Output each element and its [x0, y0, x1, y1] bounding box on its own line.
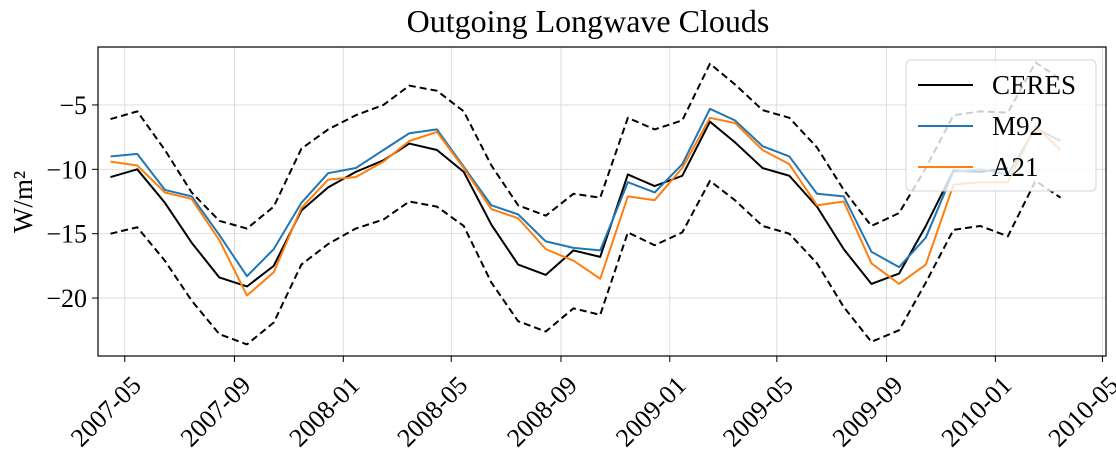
series-line-a21 — [110, 116, 1062, 297]
y-tick-label: −15 — [46, 220, 87, 249]
x-tick-label: 2010-01 — [936, 371, 1018, 453]
legend-label-m92: M92 — [992, 111, 1043, 141]
x-tick-label: 2009-01 — [610, 371, 692, 453]
legend-box — [905, 59, 1097, 192]
chart-title: Outgoing Longwave Clouds — [407, 3, 770, 39]
series-lines — [110, 61, 1062, 346]
x-tick-label: 2007-09 — [175, 371, 257, 453]
legend: CERES M92 A21 — [905, 59, 1097, 192]
upper-bound-line — [110, 61, 1062, 230]
x-tick-label: 2009-05 — [717, 371, 799, 453]
x-tick-label: 2008-09 — [501, 371, 583, 453]
y-tick-label: −10 — [46, 155, 87, 184]
legend-label-ceres: CERES — [992, 70, 1076, 100]
grid-lines — [98, 47, 1106, 356]
y-tick-label: −5 — [59, 91, 87, 120]
x-tick-label: 2008-01 — [284, 371, 366, 453]
y-axis-label: W/m² — [8, 171, 38, 233]
x-tick-label: 2007-05 — [65, 371, 147, 453]
plot-frame — [97, 46, 1107, 357]
x-tick-label: 2009-09 — [827, 371, 909, 453]
legend-label-a21: A21 — [992, 152, 1039, 182]
series-line-ceres — [110, 120, 1009, 288]
x-tick-label: 2008-05 — [391, 371, 473, 453]
series-line-m92 — [110, 107, 1061, 278]
lower-bound-line — [110, 179, 1062, 346]
y-tick-label: −20 — [46, 284, 87, 313]
x-tick-label: 2010-05 — [1043, 371, 1116, 453]
